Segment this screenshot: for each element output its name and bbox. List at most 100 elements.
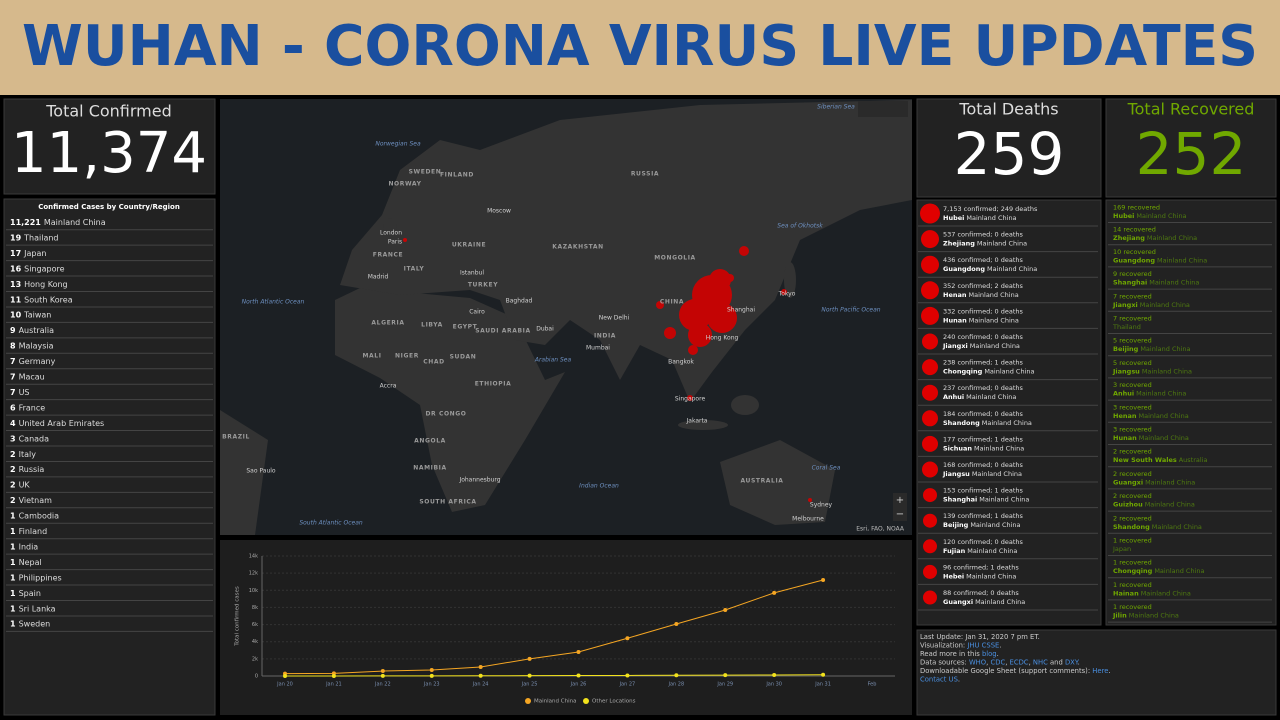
info-text: Visualization: bbox=[920, 642, 967, 650]
case-count: 17 bbox=[10, 248, 21, 257]
location: Beijing Mainland China bbox=[943, 521, 1021, 529]
location: Hebei Mainland China bbox=[943, 572, 1016, 580]
location: Hunan Mainland China bbox=[943, 316, 1019, 324]
link[interactable]: ECDC bbox=[1010, 659, 1029, 667]
country-name: Malaysia bbox=[19, 341, 54, 350]
country-name: India bbox=[19, 542, 39, 551]
case-count: 2 bbox=[10, 496, 16, 505]
point bbox=[723, 673, 728, 678]
province: Henan bbox=[943, 291, 967, 299]
series-line bbox=[284, 579, 824, 675]
case-dot bbox=[922, 359, 938, 376]
land bbox=[335, 288, 565, 512]
header-title: WUHAN - CORONA VIRUS LIVE UPDATES bbox=[22, 14, 1258, 79]
location: Guizhou Mainland China bbox=[1113, 501, 1195, 509]
province: Beijing bbox=[943, 521, 969, 529]
case-count: 1 bbox=[10, 511, 16, 520]
link[interactable]: Contact US bbox=[920, 676, 958, 684]
info-text: . bbox=[997, 650, 999, 658]
link[interactable]: blog bbox=[982, 650, 997, 658]
link[interactable]: CDC bbox=[990, 659, 1005, 667]
country-row: 1 Philippines bbox=[10, 573, 62, 582]
recovered-line: 5 recovered bbox=[1113, 337, 1152, 345]
case-dot bbox=[921, 230, 939, 249]
ocean-label: Coral Sea bbox=[812, 465, 841, 472]
country-row: 11 South Korea bbox=[10, 295, 73, 304]
y-tick-label: 2k bbox=[252, 656, 258, 662]
recovered-line: 9 recovered bbox=[1113, 270, 1152, 278]
country-label: FRANCE bbox=[373, 252, 404, 259]
country-label: SWEDEN bbox=[409, 169, 442, 176]
country-label: FINLAND bbox=[440, 172, 474, 179]
location: Jiangxi Mainland China bbox=[942, 342, 1020, 350]
point bbox=[331, 673, 336, 678]
region: Australia bbox=[1179, 456, 1208, 464]
info-line: Last Update: Jan 31, 2020 7 pm ET. bbox=[920, 633, 1040, 641]
total-recovered: 252 bbox=[1136, 120, 1247, 188]
death-line: 139 confirmed; 1 deaths bbox=[943, 512, 1023, 520]
info-text: Downloadable Google Sheet (support comme… bbox=[920, 667, 1092, 675]
country-name: Sweden bbox=[19, 619, 51, 628]
country-row: 9 Australia bbox=[10, 326, 54, 335]
province: Anhui bbox=[943, 393, 964, 401]
zoom-control[interactable] bbox=[893, 493, 907, 521]
city-label: Moscow bbox=[487, 208, 511, 215]
legend-swatch[interactable] bbox=[525, 698, 531, 704]
header-bar bbox=[0, 0, 1280, 95]
legend-swatch[interactable] bbox=[583, 698, 589, 704]
country-label: SOUTH AFRICA bbox=[419, 499, 476, 506]
zoom-out[interactable]: − bbox=[896, 509, 904, 520]
location: Henan Mainland China bbox=[1113, 412, 1189, 420]
point bbox=[821, 672, 826, 677]
link[interactable]: WHO bbox=[969, 659, 986, 667]
case-dot bbox=[921, 255, 939, 274]
case-count: 2 bbox=[10, 465, 16, 474]
province: Hubei bbox=[1113, 212, 1134, 220]
country-name: Thailand bbox=[23, 233, 58, 242]
point bbox=[821, 578, 826, 582]
region: Mainland China bbox=[987, 265, 1037, 273]
link[interactable]: NHC bbox=[1033, 659, 1048, 667]
region: Mainland China bbox=[1141, 589, 1191, 597]
ocean-label: Siberian Sea bbox=[817, 104, 855, 111]
country-name: Japan bbox=[23, 248, 46, 257]
ocean-label: South Atlantic Ocean bbox=[299, 520, 363, 527]
death-line: 537 confirmed; 0 deaths bbox=[943, 231, 1023, 239]
zoom-in[interactable]: + bbox=[896, 495, 904, 506]
legend-label[interactable]: Other Locations bbox=[592, 699, 636, 705]
region: Mainland China bbox=[970, 342, 1020, 350]
province: Hubei bbox=[943, 214, 964, 222]
city-label: Paris bbox=[388, 239, 402, 246]
panel-label: Total Deaths bbox=[958, 100, 1058, 119]
region: Mainland China bbox=[966, 572, 1016, 580]
country-label: RUSSIA bbox=[631, 171, 659, 178]
point bbox=[772, 672, 777, 677]
link[interactable]: Here bbox=[1092, 667, 1108, 675]
recovered-line: 1 recovered bbox=[1113, 603, 1152, 611]
recovered-line: 2 recovered bbox=[1113, 492, 1152, 500]
country-row: 3 Canada bbox=[10, 434, 49, 443]
province: Guangxi bbox=[1113, 478, 1143, 486]
country-label: ALGERIA bbox=[371, 320, 404, 327]
country-row: 6 France bbox=[10, 403, 45, 412]
location: Anhui Mainland China bbox=[943, 393, 1016, 401]
case-dot bbox=[921, 306, 939, 325]
province: Chongqing bbox=[1113, 567, 1153, 575]
country-row: 1 Finland bbox=[10, 527, 47, 536]
location: Jiangxi Mainland China bbox=[1112, 301, 1190, 309]
country-name: Spain bbox=[19, 588, 41, 597]
link[interactable]: JHU CSSE bbox=[966, 642, 999, 650]
map-toolbar[interactable] bbox=[858, 101, 908, 117]
case-count: 1 bbox=[10, 557, 16, 566]
legend-label[interactable]: Mainland China bbox=[534, 699, 576, 705]
marker bbox=[709, 269, 731, 291]
city-label: Hong Kong bbox=[706, 335, 739, 342]
country-name: Finland bbox=[19, 527, 48, 536]
country-row: 1 Sweden bbox=[10, 619, 50, 628]
link[interactable]: DXY bbox=[1065, 659, 1080, 667]
panel bbox=[1105, 199, 1277, 626]
point bbox=[625, 673, 630, 678]
recovered-line: 2 recovered bbox=[1113, 470, 1152, 478]
list-title: Confirmed Cases by Country/Region bbox=[38, 203, 180, 211]
country-name: United Arab Emirates bbox=[19, 418, 105, 427]
